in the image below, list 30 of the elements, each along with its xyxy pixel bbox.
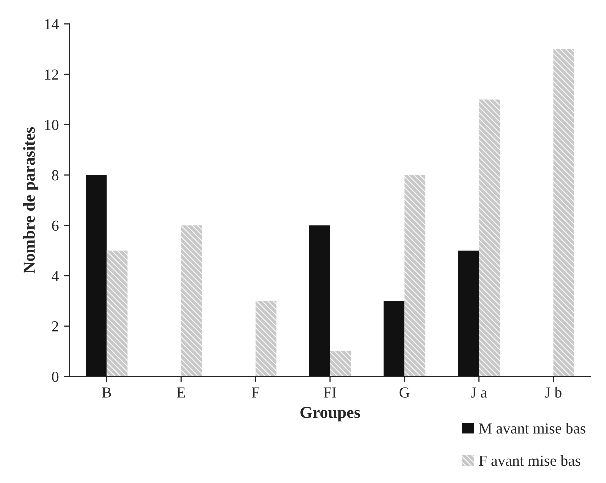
legend-label: F avant mise bas bbox=[479, 455, 581, 466]
bar bbox=[106, 250, 128, 377]
bar bbox=[458, 250, 480, 377]
x-tick-label: FI bbox=[324, 388, 337, 398]
y-tick-label: 0 bbox=[52, 372, 59, 382]
bar bbox=[384, 301, 405, 377]
y-tick-label: 6 bbox=[52, 220, 59, 232]
y-tick-label: 12 bbox=[45, 70, 58, 80]
y-tick-label: 4 bbox=[52, 271, 60, 282]
bar bbox=[404, 175, 426, 377]
bar bbox=[554, 49, 574, 377]
x-tick-label: J a bbox=[471, 388, 488, 398]
x-tick-label: F bbox=[252, 388, 260, 398]
bar bbox=[86, 175, 107, 377]
x-tick-label: J b bbox=[545, 387, 562, 398]
x-tick-label: E bbox=[177, 388, 186, 398]
bar bbox=[256, 301, 277, 377]
x-tick-label: G bbox=[400, 388, 410, 398]
y-tick-label: 14 bbox=[45, 19, 60, 30]
x-axis-title: Groupes bbox=[300, 407, 360, 422]
bar bbox=[309, 226, 330, 377]
y-tick-label: 8 bbox=[52, 170, 59, 181]
bar bbox=[330, 352, 352, 377]
bar bbox=[181, 226, 202, 377]
legend-label: M avant mise bas bbox=[479, 423, 586, 434]
y-tick-label: 2 bbox=[52, 322, 58, 332]
y-tick-label: 10 bbox=[45, 120, 59, 130]
y-axis-title: Nombre de parasites bbox=[23, 127, 38, 274]
x-tick-label: B bbox=[102, 388, 112, 398]
bar bbox=[479, 100, 500, 377]
